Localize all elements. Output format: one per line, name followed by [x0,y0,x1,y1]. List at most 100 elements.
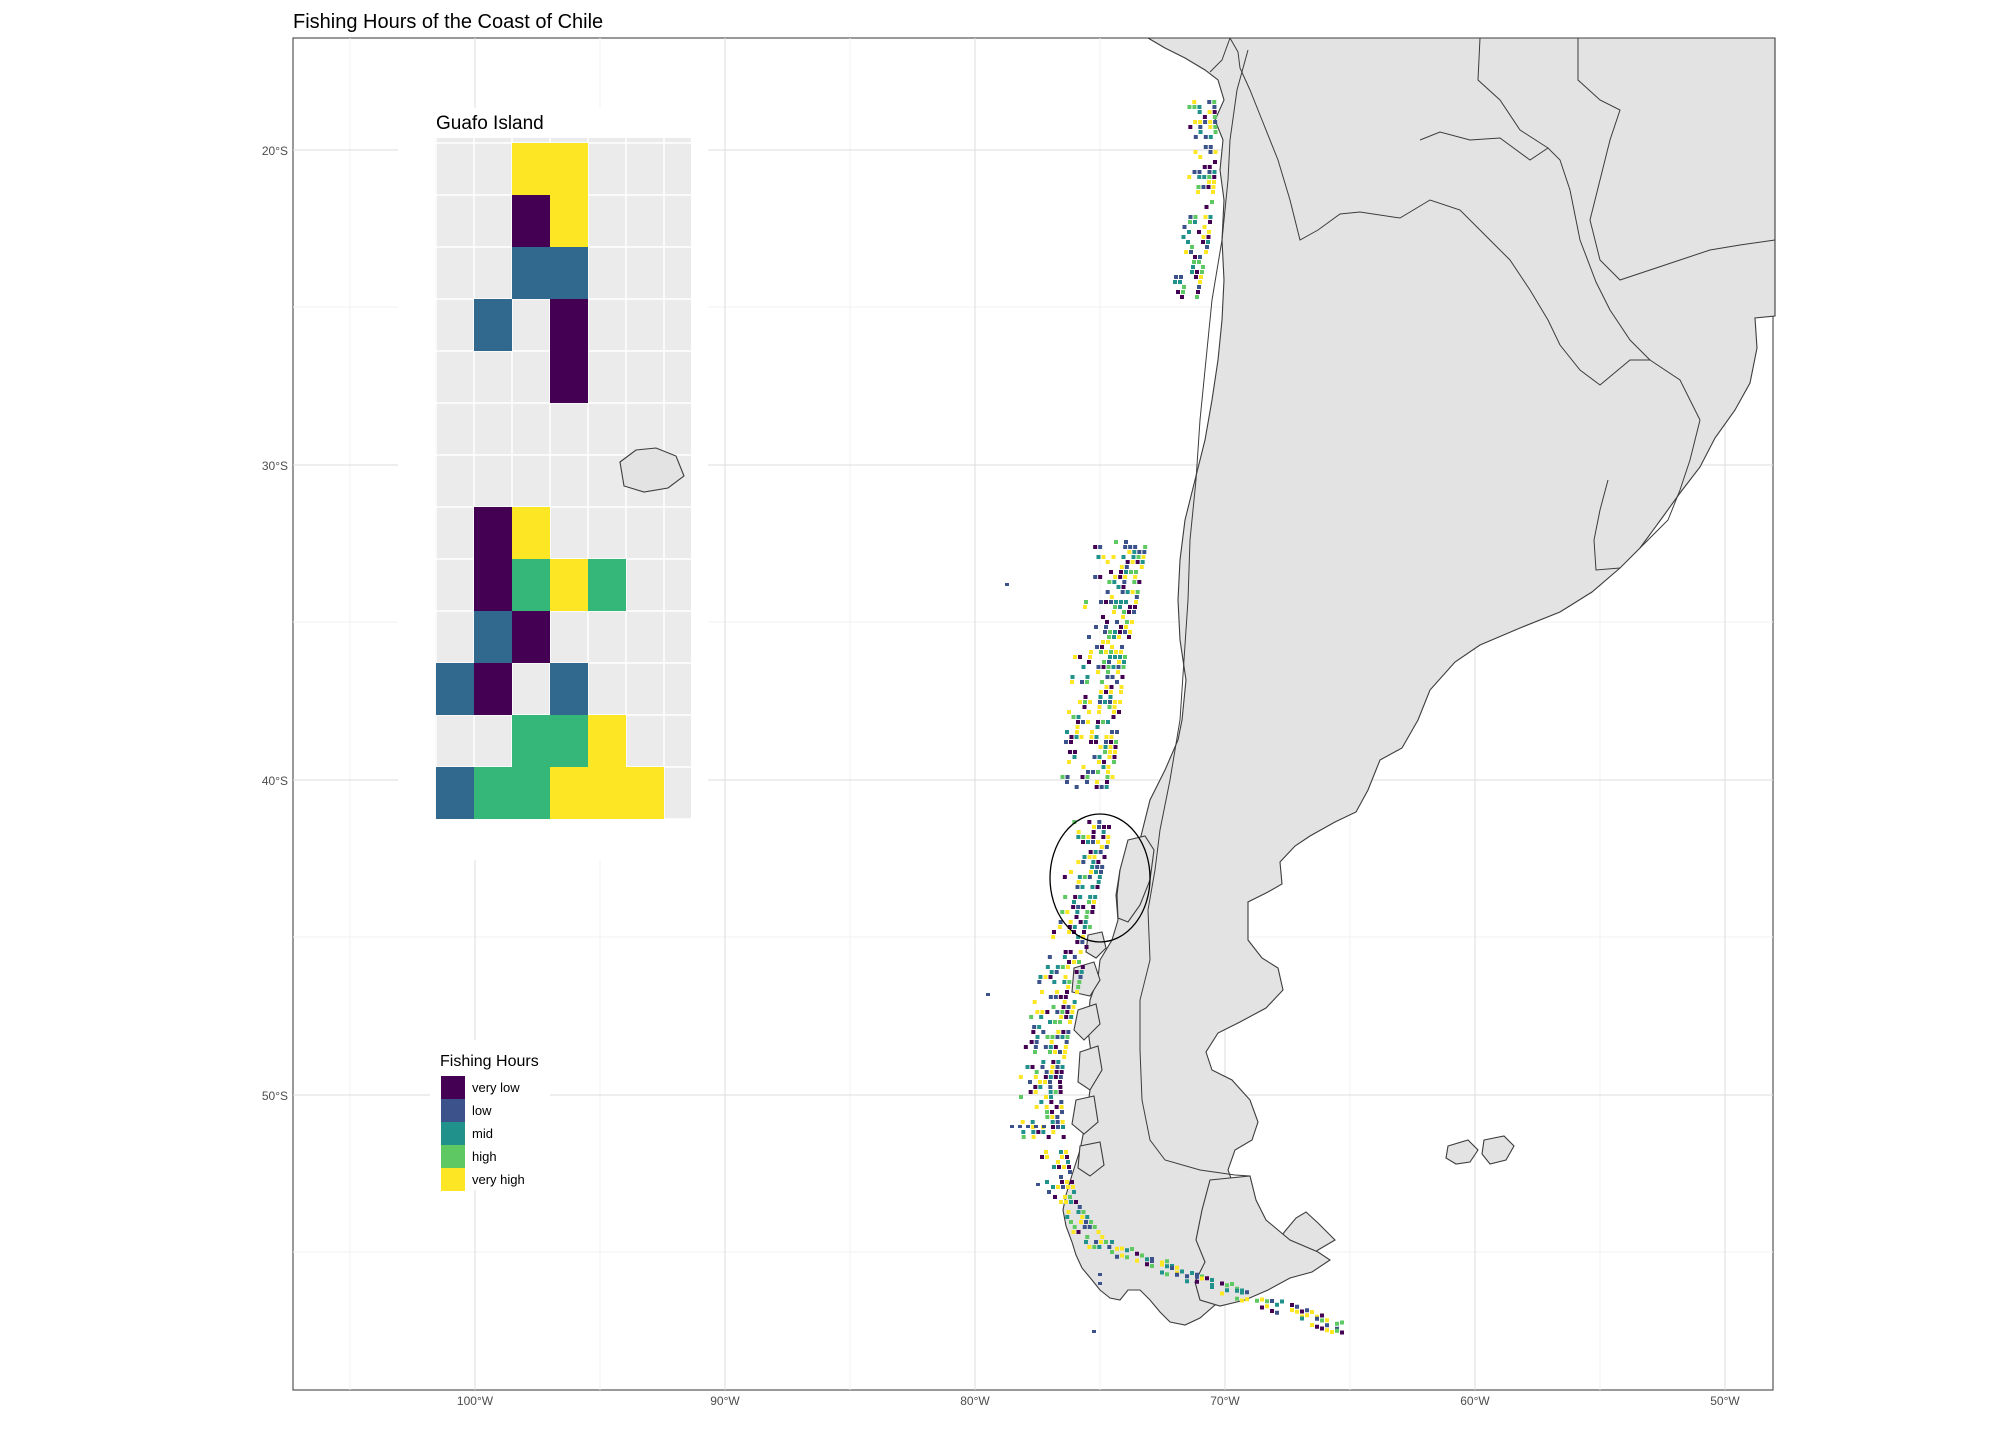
fishing-cell [1095,885,1100,889]
fishing-cell [1077,1205,1082,1209]
fishing-cell [1119,570,1123,574]
fishing-cell [1035,1010,1040,1014]
fishing-cell [1207,180,1211,184]
fishing-cell [1210,1285,1214,1289]
fishing-cell [1185,1274,1189,1279]
fishing-cell [1038,975,1043,979]
fishing-cell [1104,625,1108,629]
fishing-cell [1208,220,1212,224]
fishing-cell [1075,910,1080,914]
fishing-cell [1096,880,1101,884]
north-border [1577,38,1776,281]
fishing-cell [1094,735,1099,739]
fishing-cell [1188,215,1193,219]
fishing-cell [1060,910,1065,914]
fishing-cell [1094,625,1098,629]
fishing-cell [1069,1200,1073,1204]
fishing-cell [1072,900,1076,904]
fishing-cell [1091,830,1096,834]
fishing-cell [1078,975,1083,979]
fishing-cell [1045,1180,1049,1184]
fishing-cell [1096,860,1101,864]
fishing-cell [1208,145,1213,149]
fishing-cell [1095,865,1100,869]
fishing-cell [1199,275,1203,279]
fishing-cell [1165,1259,1169,1264]
fishing-cell [1123,545,1128,549]
fishing-cell [1081,665,1086,669]
fishing-cell [1066,1030,1071,1034]
fishing-cell [1083,695,1088,699]
fishing-cell [1072,755,1077,759]
fishing-cell [1076,1230,1081,1234]
fishing-cell [1098,695,1103,699]
fishing-cell [1095,725,1100,729]
fishing-cell [1074,970,1079,974]
fishing-cell [1070,1010,1075,1014]
fishing-cell [1150,1259,1154,1263]
fishing-cell [1005,583,1009,586]
fishing-cell [1143,545,1148,549]
fishing-cell [1056,1125,1060,1129]
fishing-cell [1198,155,1203,159]
fishing-cell [1130,620,1134,624]
fishing-cell [1090,910,1095,914]
fishing-cell [1104,740,1108,744]
fishing-cell [1045,1155,1049,1159]
fishing-cell [1142,550,1147,554]
inset-cell [512,715,550,767]
fishing-cell [1100,1235,1105,1239]
fishing-cell [1070,680,1074,684]
fishing-cell [1056,1185,1060,1189]
fishing-cell [1176,290,1180,294]
uruguay-border [1593,479,1621,571]
fishing-cell [1320,1326,1324,1331]
fishing-cell [1190,1271,1194,1275]
fishing-cell [1201,265,1205,269]
country-borders [1139,37,1776,1177]
fishing-cell [1076,715,1081,719]
fishing-cell [1201,235,1206,239]
fishing-cell [1082,875,1087,879]
fishing-cell [1128,545,1133,549]
fishing-cell [1089,870,1093,874]
fishing-cell [1208,120,1213,124]
fishing-cell [1160,1262,1164,1267]
fishing-cell [1136,555,1141,559]
fishing-cell [1103,745,1108,749]
chiloe-island [1116,835,1155,923]
fishing-cell [1102,660,1106,664]
fishing-cell [1201,185,1206,189]
fishing-cell [1150,1264,1154,1268]
fishing-cell [1092,755,1097,759]
fishing-cell [1109,740,1113,744]
fishing-cell [1295,1309,1299,1314]
fishing-cell [1048,1080,1052,1084]
fishing-cell [1245,1297,1249,1302]
fishing-cell [1098,745,1103,749]
fishing-cell [1212,115,1217,119]
fishing-cell [1099,785,1104,789]
fishing-cell [1092,1225,1097,1229]
fishing-cell [1080,680,1084,684]
fishing-cell [1130,1247,1134,1251]
fishing-cell [1107,705,1112,709]
fishing-cell [1032,1025,1037,1029]
fishing-cell [1133,605,1137,609]
fishing-cell [1125,1255,1129,1260]
fishing-cell [1118,700,1122,704]
fishing-cell [1106,640,1110,644]
fishing-cell [1187,105,1192,109]
fishing-cell [1101,835,1106,839]
fishing-cell [1112,755,1117,759]
fishing-cell [1034,1040,1039,1044]
fishing-cell [1108,745,1113,749]
fishing-cell [1119,690,1123,694]
fishing-cell [1048,995,1053,999]
fishing-cell [1121,665,1126,669]
chile-argentina-border [1139,49,1251,1177]
fishing-cell [1141,555,1146,559]
archipelago-island [1077,1141,1105,1177]
fishing-cell [1112,760,1116,764]
